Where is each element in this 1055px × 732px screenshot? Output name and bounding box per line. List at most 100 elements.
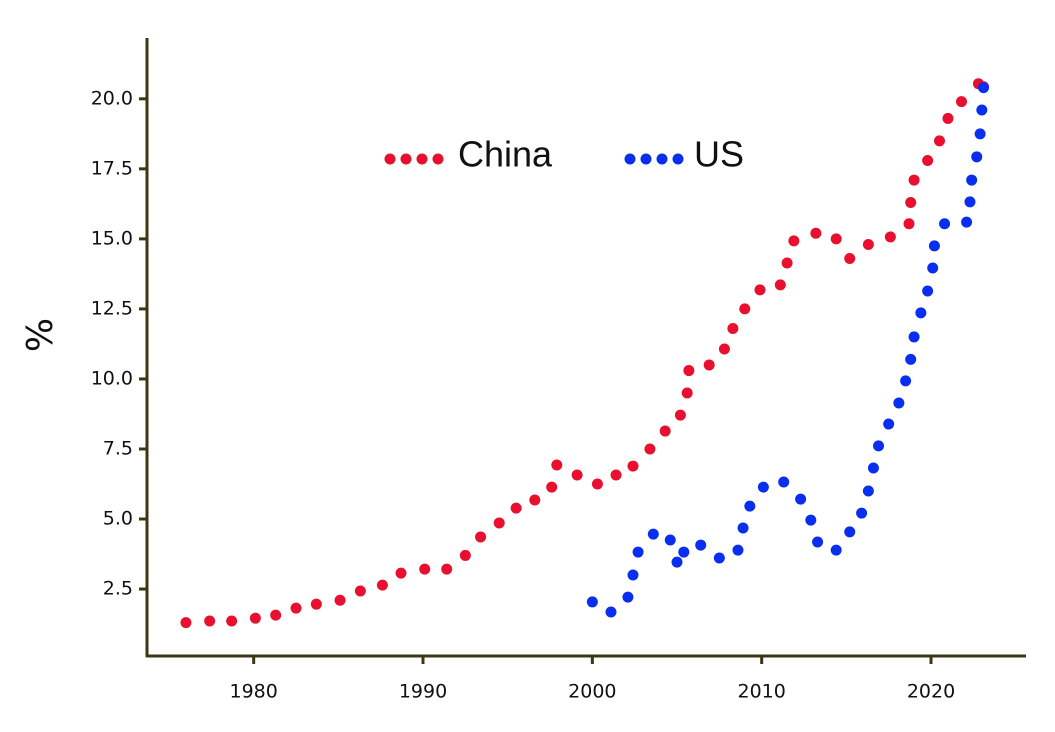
- data-point: [744, 500, 756, 512]
- data-point: [551, 459, 563, 471]
- data-point: [830, 544, 842, 556]
- data-point: [334, 594, 346, 606]
- data-point: [781, 257, 793, 269]
- data-point: [739, 303, 751, 315]
- data-point: [844, 526, 856, 538]
- data-point: [966, 174, 978, 186]
- y-tick-label: 20.0: [91, 87, 133, 109]
- data-point: [922, 285, 934, 297]
- data-point: [703, 359, 715, 371]
- data-point: [732, 544, 744, 556]
- y-tick-label: 7.5: [103, 437, 133, 459]
- data-point: [862, 238, 874, 250]
- data-point: [971, 151, 983, 163]
- data-point: [395, 567, 407, 579]
- data-point: [964, 196, 976, 208]
- data-point: [226, 615, 238, 627]
- data-point: [830, 233, 842, 245]
- x-tick-label: 1990: [399, 681, 447, 703]
- data-point: [310, 598, 322, 610]
- data-point: [862, 485, 874, 497]
- data-point: [955, 96, 967, 108]
- data-point: [883, 418, 895, 430]
- data-point: [810, 227, 822, 239]
- legend-marker: [672, 153, 684, 165]
- data-point: [270, 609, 282, 621]
- data-point: [605, 606, 617, 618]
- data-point: [757, 481, 769, 493]
- data-point: [659, 425, 671, 437]
- data-point: [939, 218, 951, 230]
- data-point: [459, 549, 471, 561]
- data-point: [974, 128, 986, 140]
- data-point: [493, 517, 505, 529]
- data-point: [441, 563, 453, 575]
- legend-marker: [656, 153, 668, 165]
- data-point: [644, 443, 656, 455]
- data-point: [908, 174, 920, 186]
- data-point: [778, 476, 790, 488]
- data-point: [419, 563, 431, 575]
- data-point: [788, 235, 800, 247]
- data-point: [671, 556, 683, 568]
- data-point: [933, 135, 945, 147]
- legend-label: China: [458, 134, 553, 175]
- data-point: [475, 531, 487, 543]
- data-point: [571, 469, 583, 481]
- data-point: [591, 478, 603, 490]
- legend-marker: [400, 153, 412, 165]
- legend-marker: [624, 153, 636, 165]
- data-point: [627, 569, 639, 581]
- data-point: [678, 546, 690, 558]
- data-point: [978, 82, 990, 94]
- data-point: [727, 323, 739, 335]
- y-tick-label: 10.0: [91, 367, 133, 389]
- data-point: [674, 409, 686, 421]
- data-point: [610, 469, 622, 481]
- data-point: [900, 375, 912, 387]
- data-point: [928, 240, 940, 252]
- y-tick-label: 2.5: [103, 578, 133, 600]
- y-tick-label: 5.0: [103, 508, 133, 530]
- data-point: [376, 579, 388, 591]
- data-point: [903, 218, 915, 230]
- data-point: [622, 591, 634, 603]
- data-point: [713, 552, 725, 564]
- data-point: [695, 539, 707, 551]
- legend-marker: [384, 153, 396, 165]
- y-tick-label: 17.5: [91, 157, 133, 179]
- data-point: [754, 284, 766, 296]
- data-point: [290, 602, 302, 614]
- legend-marker: [432, 153, 444, 165]
- data-point: [683, 365, 695, 377]
- y-tick-label: 15.0: [91, 227, 133, 249]
- data-point: [961, 216, 973, 228]
- data-point: [249, 612, 261, 624]
- data-point: [873, 440, 885, 452]
- data-point: [844, 252, 856, 264]
- data-point: [976, 104, 988, 116]
- data-point: [681, 387, 693, 399]
- data-point: [647, 528, 659, 540]
- data-point: [905, 196, 917, 208]
- data-point: [922, 154, 934, 166]
- data-point: [884, 231, 896, 243]
- data-point: [867, 462, 879, 474]
- data-point: [204, 615, 216, 627]
- data-point: [942, 112, 954, 124]
- data-point: [510, 502, 522, 514]
- data-point: [354, 585, 366, 597]
- data-point: [905, 353, 917, 365]
- y-tick-label: 12.5: [91, 297, 133, 319]
- data-point: [627, 460, 639, 472]
- data-point: [812, 536, 824, 548]
- data-point: [546, 481, 558, 493]
- data-point: [795, 493, 807, 505]
- data-point: [180, 617, 192, 629]
- y-axis-label: %: [20, 318, 61, 352]
- data-point: [893, 397, 905, 409]
- x-tick-label: 2020: [907, 681, 955, 703]
- data-point: [664, 534, 676, 546]
